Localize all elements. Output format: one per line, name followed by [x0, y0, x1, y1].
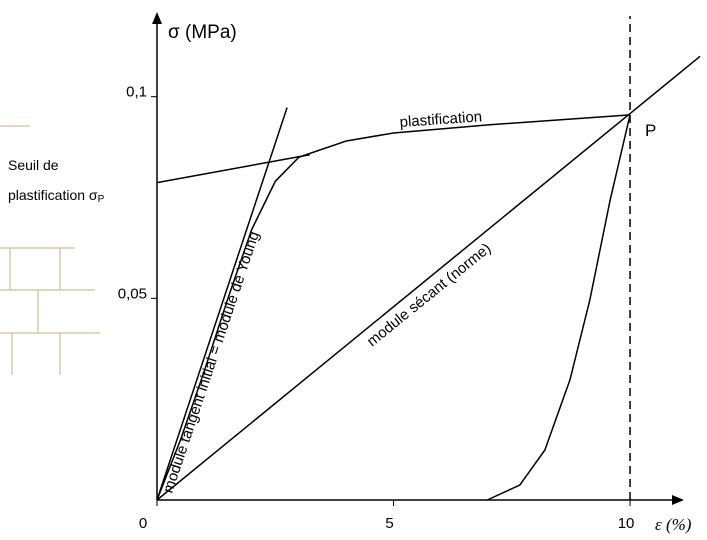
x-axis-label: ε (%) — [655, 515, 692, 534]
y-tick-label: 0,1 — [126, 84, 147, 101]
annotation: P — [98, 194, 105, 205]
x-arrow — [672, 495, 684, 505]
annotation: plastification σP — [8, 187, 105, 205]
y-axis-label: σ (MPa) — [168, 22, 237, 43]
point-label: P — [645, 121, 656, 140]
annotation: Seuil de — [8, 157, 59, 173]
annotation: module sécant (norme) — [364, 240, 495, 350]
x-tick-label: 10 — [618, 515, 635, 532]
y-tick-label: 0,05 — [118, 285, 147, 302]
chart: σ (MPa) ε (%) plastification P module ta… — [0, 0, 707, 540]
line — [157, 108, 287, 500]
y-arrow — [152, 12, 162, 24]
annotation: plastification — [399, 108, 483, 131]
x-tick-label: 0 — [139, 515, 147, 532]
annotation: plastification σ — [8, 187, 98, 203]
x-tick-label: 5 — [385, 515, 393, 532]
